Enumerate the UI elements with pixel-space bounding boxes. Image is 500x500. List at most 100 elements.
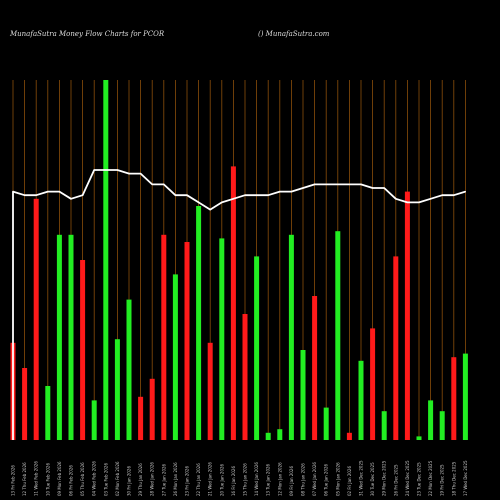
bar-28-wed-jan-2026 bbox=[149, 378, 155, 440]
bar-23-tue-dec-2025 bbox=[416, 436, 422, 440]
line-point bbox=[464, 191, 466, 193]
x-tick-label: 27 Tue Jan 2026 bbox=[161, 463, 166, 496]
line-point bbox=[279, 191, 281, 193]
bar-17-wed-dec-2025 bbox=[462, 353, 468, 440]
line-point bbox=[244, 194, 246, 196]
bar-series bbox=[10, 80, 468, 440]
x-tick-label: 03 Tue Feb 2026 bbox=[103, 463, 108, 496]
line-point bbox=[360, 183, 362, 185]
line-point bbox=[256, 194, 258, 196]
line-point bbox=[128, 173, 130, 175]
x-tick-label: 23 Fri Jan 2026 bbox=[185, 466, 190, 496]
line-point bbox=[325, 183, 327, 185]
x-tick-label: 13 Fri Feb 2026 bbox=[11, 465, 16, 496]
x-tick-label: 08 Thu Jan 2026 bbox=[301, 463, 306, 496]
bar-12-thu-feb-2026 bbox=[22, 368, 28, 440]
x-tick-label: 04 Wed Feb 2026 bbox=[92, 461, 97, 496]
line-point bbox=[395, 198, 397, 200]
x-tick-label: 31 Wed Dec 2025 bbox=[359, 460, 364, 496]
line-point bbox=[337, 183, 339, 185]
line-point bbox=[116, 169, 118, 171]
x-tick-label: 22 Thu Jan 2026 bbox=[196, 463, 201, 496]
bar-26-fri-dec-2025 bbox=[393, 256, 399, 440]
x-tick-label: 16 Fri Jan 2026 bbox=[231, 466, 236, 496]
x-tick-label: 13 Tue Jan 2026 bbox=[266, 463, 271, 496]
x-tick-label: 15 Thu Jan 2026 bbox=[243, 463, 248, 496]
line-point bbox=[82, 194, 84, 196]
x-tick-label: 06 Fri Feb 2026 bbox=[69, 465, 74, 496]
bar-09-fri-jan-2026 bbox=[288, 234, 294, 440]
x-tick-label: 20 Tue Jan 2026 bbox=[219, 463, 224, 496]
line-point bbox=[383, 187, 385, 189]
bar-29-thu-jan-2026 bbox=[138, 396, 144, 440]
line-point bbox=[24, 194, 26, 196]
line-point bbox=[441, 194, 443, 196]
bar-15-thu-jan-2026 bbox=[242, 314, 248, 440]
bar-19-fri-dec-2025 bbox=[439, 411, 445, 440]
line-point bbox=[348, 183, 350, 185]
bar-07-wed-jan-2026 bbox=[312, 296, 318, 440]
bar-30-fri-jan-2026 bbox=[126, 299, 132, 440]
chart-title: MunafaSutra Money Flow Charts for PCOR bbox=[9, 30, 165, 38]
line-point bbox=[209, 209, 211, 211]
x-tick-label: 21 Wed Jan 2026 bbox=[208, 462, 213, 496]
bar-27-tue-jan-2026 bbox=[161, 234, 167, 440]
line-point bbox=[140, 173, 142, 175]
bar-08-thu-jan-2026 bbox=[300, 350, 306, 440]
bar-05-thu-feb-2026 bbox=[80, 260, 86, 440]
bar-10-tue-feb-2026 bbox=[45, 386, 51, 440]
line-point bbox=[47, 191, 49, 193]
x-tick-label: 24 Wed Dec 2025 bbox=[405, 460, 410, 496]
bar-02-fri-jan-2026 bbox=[346, 432, 352, 440]
line-point bbox=[174, 194, 176, 196]
x-tick-label: 06 Tue Jan 2026 bbox=[324, 463, 329, 496]
line-point bbox=[12, 191, 14, 193]
x-tick-label: 10 Tue Feb 2026 bbox=[45, 463, 50, 496]
x-tick-label: 18 Thu Dec 2025 bbox=[451, 461, 456, 496]
bar-13-tue-jan-2026 bbox=[265, 432, 271, 440]
x-tick-label: 09 Fri Jan 2026 bbox=[289, 466, 294, 496]
x-tick-label: 29 Thu Jan 2026 bbox=[138, 463, 143, 496]
bar-21-wed-jan-2026 bbox=[207, 342, 213, 440]
bar-22-mon-dec-2025 bbox=[428, 400, 434, 440]
x-tick-label: 26 Fri Dec 2025 bbox=[393, 464, 398, 496]
bar-02-mon-feb-2026 bbox=[114, 339, 120, 440]
line-point bbox=[93, 169, 95, 171]
x-tick-label: 30 Tue Dec 2025 bbox=[370, 462, 375, 496]
line-point bbox=[163, 183, 165, 185]
line-point bbox=[198, 201, 200, 203]
x-tick-label: 29 Mon Dec 2025 bbox=[382, 460, 387, 496]
bar-09-mon-feb-2026 bbox=[56, 234, 62, 440]
line-point bbox=[453, 194, 455, 196]
bar-14-wed-jan-2026 bbox=[254, 256, 260, 440]
line-point bbox=[267, 194, 269, 196]
line-point bbox=[105, 169, 107, 171]
x-tick-label: 09 Mon Feb 2026 bbox=[57, 461, 62, 496]
bar-26-mon-jan-2026 bbox=[172, 274, 178, 440]
line-point bbox=[418, 201, 420, 203]
x-tick-label: 02 Mon Feb 2026 bbox=[115, 461, 120, 496]
bar-06-tue-jan-2026 bbox=[323, 407, 329, 440]
line-point bbox=[406, 201, 408, 203]
x-tick-labels: 13 Fri Feb 2026 12 Thu Feb 2026 11 Wed Feb… bbox=[11, 460, 468, 496]
line-point bbox=[232, 198, 234, 200]
bar-20-tue-jan-2026 bbox=[219, 238, 225, 440]
line-point bbox=[186, 194, 188, 196]
bar-16-fri-jan-2026 bbox=[230, 166, 236, 440]
bar-12-mon-jan-2026 bbox=[277, 429, 283, 440]
bar-06-fri-feb-2026 bbox=[68, 234, 74, 440]
line-point bbox=[58, 191, 61, 193]
bar-24-wed-dec-2025 bbox=[404, 191, 410, 440]
x-tick-label: 17 Wed Dec 2025 bbox=[463, 460, 468, 496]
bar-11-wed-feb-2026 bbox=[33, 198, 39, 440]
line-series bbox=[12, 169, 466, 440]
x-tick-label: 05 Mon Jan 2026 bbox=[335, 462, 340, 496]
line-point bbox=[221, 201, 223, 203]
line-point bbox=[290, 191, 292, 193]
x-tick-label: 23 Tue Dec 2025 bbox=[417, 462, 422, 496]
bar-30-tue-dec-2025 bbox=[370, 328, 376, 440]
bar-23-fri-jan-2026 bbox=[184, 242, 190, 440]
bar-05-mon-jan-2026 bbox=[335, 231, 341, 440]
